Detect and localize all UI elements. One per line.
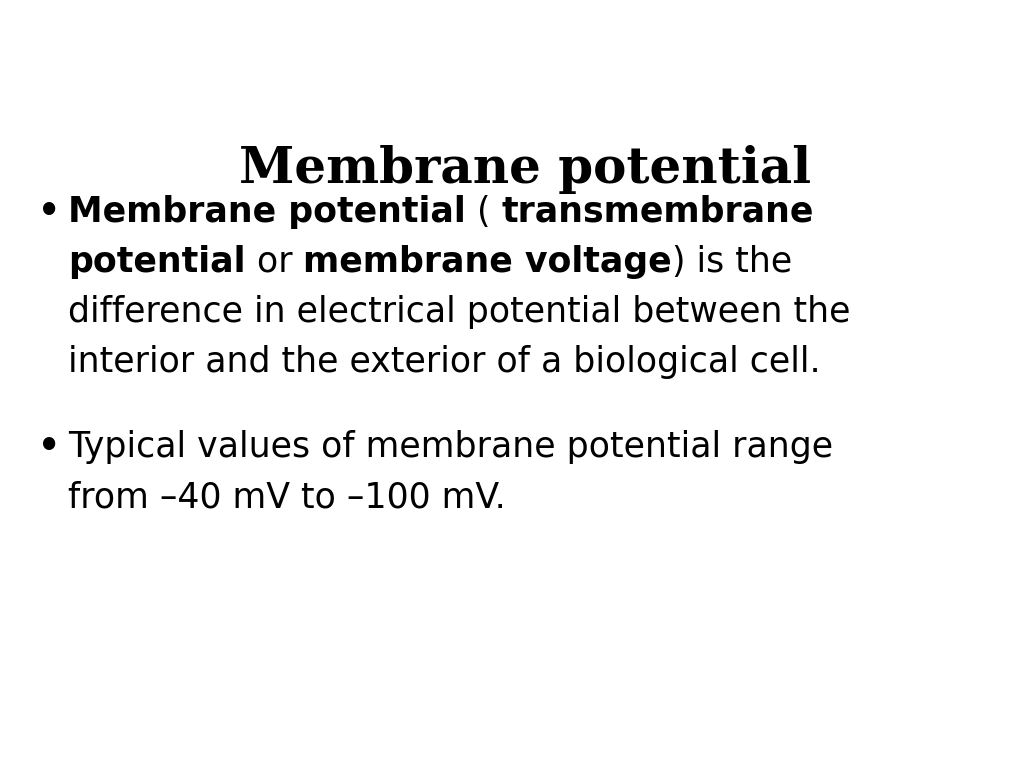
Text: Typical values of membrane potential range: Typical values of membrane potential ran… (68, 430, 834, 464)
Text: •: • (38, 195, 60, 229)
Text: ) is the: ) is the (672, 245, 792, 279)
Text: transmembrane: transmembrane (502, 195, 814, 229)
Text: difference in electrical potential between the: difference in electrical potential betwe… (68, 295, 851, 329)
Text: Membrane potential: Membrane potential (239, 144, 811, 194)
Text: •: • (38, 430, 60, 464)
Text: from –40 mV to –100 mV.: from –40 mV to –100 mV. (68, 480, 506, 514)
Text: Membrane potential: Membrane potential (68, 195, 466, 229)
Text: potential: potential (68, 245, 246, 279)
Text: (: ( (466, 195, 502, 229)
Text: membrane voltage: membrane voltage (303, 245, 672, 279)
Text: or: or (246, 245, 303, 279)
Text: interior and the exterior of a biological cell.: interior and the exterior of a biologica… (68, 345, 820, 379)
